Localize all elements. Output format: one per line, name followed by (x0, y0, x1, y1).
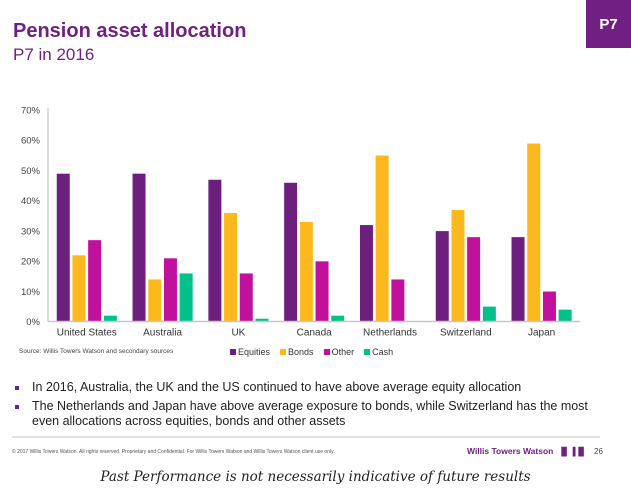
x-tick-label: Canada (297, 328, 332, 339)
legend-item-bonds: Bonds (280, 347, 314, 357)
bar-bonds (526, 142, 541, 322)
source-note: Source: Willis Towers Watson and seconda… (19, 348, 174, 355)
bar-cash (330, 315, 345, 322)
bar-cash (558, 309, 573, 322)
x-tick-label: Switzerland (440, 328, 492, 339)
bullet-text: The Netherlands and Japan have above ave… (32, 399, 588, 428)
legend-item-equities: Equities (230, 347, 270, 357)
bar-other (239, 272, 254, 322)
page-number: 26 (594, 447, 603, 456)
bar-equities (132, 173, 147, 322)
bar-bonds (299, 221, 314, 322)
bar-other (87, 239, 102, 322)
bar-bonds (147, 278, 162, 322)
bar-equities (511, 236, 526, 322)
bar-equities (56, 173, 71, 322)
bullet-marker-icon (15, 405, 19, 409)
chart-legend: Equities Bonds Other Cash (230, 347, 393, 357)
bar-other (390, 278, 405, 322)
legend-label: Bonds (288, 347, 314, 357)
y-tick-label: 20% (21, 257, 41, 268)
footer-separator (12, 436, 600, 438)
slide-title: Pension asset allocation (13, 20, 247, 42)
brand-name: Willis Towers Watson (467, 446, 554, 456)
y-tick-label: 30% (21, 226, 41, 237)
legend-label: Equities (238, 347, 271, 357)
x-tick-label: Australia (143, 328, 182, 339)
legend-swatch-icon (230, 349, 236, 355)
legend-item-cash: Cash (364, 347, 393, 357)
bullet-list: In 2016, Australia, the UK and the US co… (12, 380, 612, 433)
allocation-bar-chart: 0% 10% 20% 30% 40% 50% 60% 70% United States Aust… (21, 106, 580, 339)
bar-equities (207, 179, 222, 322)
x-tick-label: Japan (528, 328, 555, 339)
disclaimer: Past Performance is not necessarily indi… (100, 469, 531, 485)
y-tick-label: 60% (21, 136, 41, 147)
y-tick-label: 40% (21, 196, 41, 207)
brand-logo-icon: ▐▌▐▐▌ (558, 446, 587, 456)
legend-swatch-icon (364, 349, 371, 355)
bar-equities (359, 224, 374, 322)
bar-other (315, 260, 330, 322)
bar-bonds (223, 212, 238, 322)
bar-other (542, 291, 557, 322)
bar-cash (103, 315, 118, 322)
bar-cash (179, 272, 194, 322)
bullet-marker-icon (15, 386, 19, 390)
y-tick-label: 0% (26, 317, 40, 328)
x-tick-label: United States (57, 328, 117, 339)
legend-label: Other (331, 347, 355, 357)
bar-bonds (375, 155, 390, 322)
slide-subtitle: P7 in 2016 (13, 45, 95, 64)
bar-bonds (71, 254, 86, 322)
x-tick-label: UK (231, 328, 245, 339)
bar-bonds (450, 209, 465, 322)
section-tag: P7 (586, 0, 631, 48)
footer-brand: Willis Towers Watson ▐▌▐▐▌ (467, 446, 587, 456)
y-tick-label: 70% (21, 106, 41, 117)
bullet-text: In 2016, Australia, the UK and the US co… (32, 380, 522, 394)
footer-legal-text: © 2017 Willis Towers Watson. All rights … (12, 449, 335, 455)
bar-other (163, 257, 178, 322)
bar-equities (435, 230, 450, 322)
x-tick-label: Netherlands (363, 328, 417, 339)
legend-label: Cash (372, 347, 394, 357)
y-tick-label: 50% (21, 166, 41, 177)
bar-equities (283, 182, 298, 322)
legend-swatch-icon (323, 349, 330, 355)
legend-swatch-icon (280, 349, 287, 355)
bar-other (466, 236, 481, 322)
legend-item-other: Other (323, 347, 355, 357)
bullet-item: The Netherlands and Japan have above ave… (12, 399, 612, 429)
y-tick-label: 10% (21, 287, 41, 298)
bar-cash (482, 306, 497, 322)
bullet-item: In 2016, Australia, the UK and the US co… (12, 380, 612, 395)
